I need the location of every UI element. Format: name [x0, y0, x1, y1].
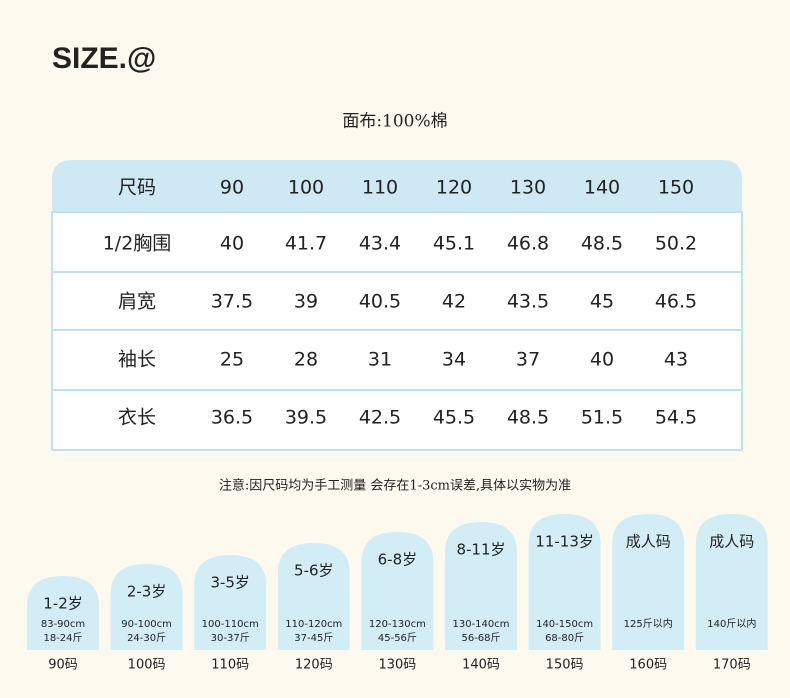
size-age: 3-5岁: [210, 574, 250, 592]
size-tab: [361, 532, 434, 650]
size-detail: 30-37斤: [211, 632, 250, 644]
size-age: 成人码: [626, 533, 671, 551]
size-code: 110码: [211, 658, 249, 673]
size-detail: 24-30斤: [127, 632, 166, 644]
size-detail: 45-56斤: [378, 632, 417, 644]
table-header-cell: 110: [362, 177, 398, 199]
size-age: 11-13岁: [535, 533, 594, 551]
table-cell: 衣长: [118, 407, 156, 429]
size-age: 1-2岁: [43, 595, 83, 613]
table-cell: 42: [442, 291, 466, 313]
size-detail: 125斤以内: [624, 617, 673, 630]
size-detail: 56-68斤: [461, 632, 500, 644]
size-code: 150码: [546, 658, 584, 673]
table-header-cell: 90: [220, 177, 244, 199]
size-detail: 130-140cm: [452, 619, 509, 630]
subtitle: 面布:100%棉: [342, 112, 447, 132]
table-cell: 28: [294, 349, 318, 371]
table-cell: 37.5: [211, 291, 253, 313]
size-code: 140码: [462, 658, 500, 673]
note: 注意:因尺码均为手工测量 会存在1-3cm误差,具体以实物为准: [219, 478, 571, 494]
table-cell: 39.5: [285, 407, 327, 429]
table-cell: 1/2胸围: [103, 233, 172, 255]
table-cell: 50.2: [655, 233, 697, 255]
size-tab: [528, 514, 601, 650]
table-cell: 40.5: [359, 291, 401, 313]
table-cell: 31: [368, 349, 392, 371]
table-header-bg: [52, 160, 742, 212]
size-detail: 18-24斤: [43, 632, 82, 644]
size-age: 6-8岁: [378, 551, 418, 569]
table-cell: 肩宽: [118, 291, 156, 313]
size-tab: [27, 576, 99, 650]
size-age: 5-6岁: [294, 562, 334, 580]
table-cell: 36.5: [211, 407, 253, 429]
table-cell: 34: [442, 349, 466, 371]
size-age: 成人码: [709, 533, 754, 551]
table-cell: 54.5: [655, 407, 697, 429]
size-code: 160码: [629, 658, 667, 673]
size-age: 2-3岁: [127, 583, 167, 601]
table-cell: 43.4: [359, 233, 401, 255]
table-cell: 37: [516, 349, 540, 371]
size-code: 100码: [128, 658, 166, 673]
size-tab: [110, 564, 183, 650]
table-cell: 40: [220, 233, 244, 255]
table-cell: 45.5: [433, 407, 475, 429]
size-code: 130码: [378, 658, 416, 673]
size-code: 90码: [48, 658, 78, 673]
table-cell: 43: [664, 349, 688, 371]
size-tab: [445, 522, 517, 650]
table-cell: 袖长: [118, 349, 156, 371]
size-age: 8-11岁: [456, 541, 505, 559]
table-header-cell: 100: [288, 177, 324, 199]
table-header-cell: 150: [658, 177, 694, 199]
size-detail: 68-80斤: [545, 632, 584, 644]
size-code: 170码: [713, 658, 751, 673]
size-detail: 140斤以内: [707, 617, 756, 630]
size-detail: 37-45斤: [294, 632, 333, 644]
title: SIZE.@: [52, 42, 156, 75]
table-cell: 43.5: [507, 291, 549, 313]
table-header-cell: 130: [510, 177, 546, 199]
size-tab: [277, 543, 350, 650]
table-cell: 46.5: [655, 291, 697, 313]
table-header-cell: 尺码: [118, 177, 156, 199]
table-cell: 40: [590, 349, 614, 371]
table-cell: 48.5: [581, 233, 623, 255]
table-header-cell: 140: [584, 177, 620, 199]
table-cell: 51.5: [581, 407, 623, 429]
size-detail: 83-90cm: [41, 619, 85, 630]
size-tab: [612, 514, 685, 650]
table-cell: 25: [220, 349, 244, 371]
size-detail: 110-120cm: [285, 619, 342, 630]
table-header-cell: 120: [436, 177, 472, 199]
size-detail: 90-100cm: [121, 619, 172, 630]
table-cell: 41.7: [285, 233, 327, 255]
table-cell: 45.1: [433, 233, 475, 255]
table-cell: 46.8: [507, 233, 549, 255]
table-cell: 39: [294, 291, 318, 313]
size-detail: 140-150cm: [536, 619, 593, 630]
table-cell: 48.5: [507, 407, 549, 429]
size-tab: [695, 514, 768, 650]
size-tab: [194, 555, 267, 650]
size-detail: 120-130cm: [369, 619, 426, 630]
table-cell: 45: [590, 291, 614, 313]
size-code: 120码: [295, 658, 333, 673]
table-cell: 42.5: [359, 407, 401, 429]
size-detail: 100-110cm: [202, 619, 259, 630]
